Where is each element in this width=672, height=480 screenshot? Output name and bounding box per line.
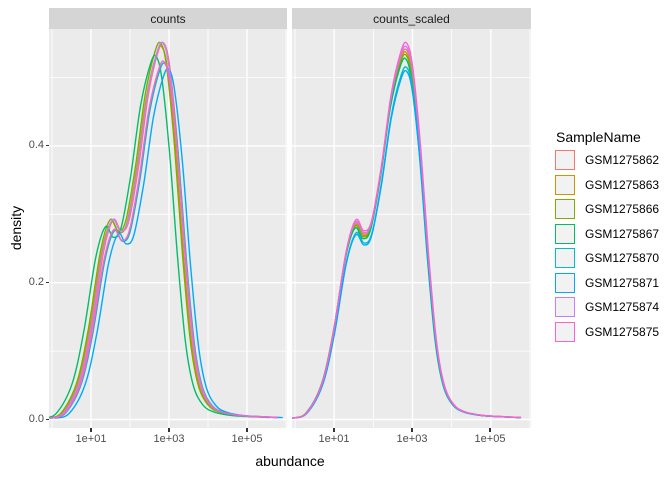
x-tick-label-1e+05-panel1: 1e+05: [231, 433, 263, 445]
y-axis-title: density: [8, 205, 24, 251]
density-curve-GSM1275867-counts: [49, 54, 270, 419]
legend-key-GSM1275863: [555, 174, 575, 195]
y-tick-mark: [45, 145, 49, 147]
density-curve-GSM1275871-counts_scaled: [292, 69, 522, 419]
density-curve-GSM1275874-counts: [49, 41, 277, 419]
facet-strip-counts-label: counts: [150, 11, 186, 26]
x-tick-mark: [90, 428, 92, 432]
y-tick-mark: [45, 282, 49, 284]
facet-strip-counts-scaled-label: counts_scaled: [373, 11, 450, 26]
panel-canvas-counts_scaled: [292, 29, 531, 428]
legend-label-GSM1275862: GSM1275862: [585, 153, 660, 167]
y-tick-label-0.0: 0.0: [28, 413, 44, 425]
legend-label-GSM1275863: GSM1275863: [585, 177, 660, 192]
x-tick-label-1e+03-panel1: 1e+03: [153, 433, 185, 445]
legend-key-GSM1275875: [555, 321, 575, 342]
y-tick-label-0.4: 0.4: [28, 139, 44, 152]
x-tick-label-1e+01-panel2: 1e+01: [318, 433, 350, 445]
x-tick-label-1e+01-panel1: 1e+01: [75, 433, 107, 445]
x-tick-mark: [489, 428, 491, 432]
facet-strip-counts: counts: [49, 8, 287, 29]
legend-key-GSM1275871: [555, 272, 575, 293]
density-curve-GSM1275867-counts_scaled: [292, 57, 521, 419]
legend-label-GSM1275867: GSM1275867: [585, 226, 660, 241]
legend-label-GSM1275875: GSM1275875: [585, 324, 660, 339]
x-tick-label-1e+05-panel2: 1e+05: [474, 433, 506, 445]
legend-key-GSM1275867: [555, 223, 575, 244]
x-tick-mark: [333, 428, 335, 432]
x-tick-mark: [246, 428, 248, 432]
legend-label-GSM1275871: GSM1275871: [585, 275, 660, 290]
x-axis-title: abundance: [255, 453, 325, 469]
density-curve-GSM1275875-counts_scaled: [292, 41, 522, 419]
x-tick-mark: [168, 428, 170, 432]
density-panel-counts: [49, 29, 287, 428]
density-panel-counts-scaled: [292, 29, 531, 428]
legend-label-GSM1275874: GSM1275874: [585, 300, 660, 314]
legend-key-GSM1275866: [555, 199, 575, 219]
density-curve-GSM1275875-counts: [50, 60, 279, 419]
x-tick-label-1e+03-panel2: 1e+03: [396, 433, 428, 445]
density-curve-GSM1275866-counts: [49, 41, 275, 419]
legend-label-GSM1275866: GSM1275866: [585, 202, 660, 216]
density-curve-GSM1275863-counts: [49, 45, 276, 419]
legend-key-GSM1275874: [555, 297, 575, 317]
y-tick-mark: [45, 418, 49, 421]
x-tick-mark: [411, 428, 413, 432]
legend-label-GSM1275870: GSM1275870: [585, 251, 660, 265]
legend-key-GSM1275862: [555, 150, 575, 170]
y-tick-label-0.2: 0.2: [28, 276, 44, 289]
facet-strip-counts-scaled: counts_scaled: [292, 8, 531, 29]
legend-title: SampleName: [556, 129, 641, 145]
legend-key-GSM1275870: [555, 248, 575, 268]
panel-canvas-counts: [49, 29, 287, 428]
